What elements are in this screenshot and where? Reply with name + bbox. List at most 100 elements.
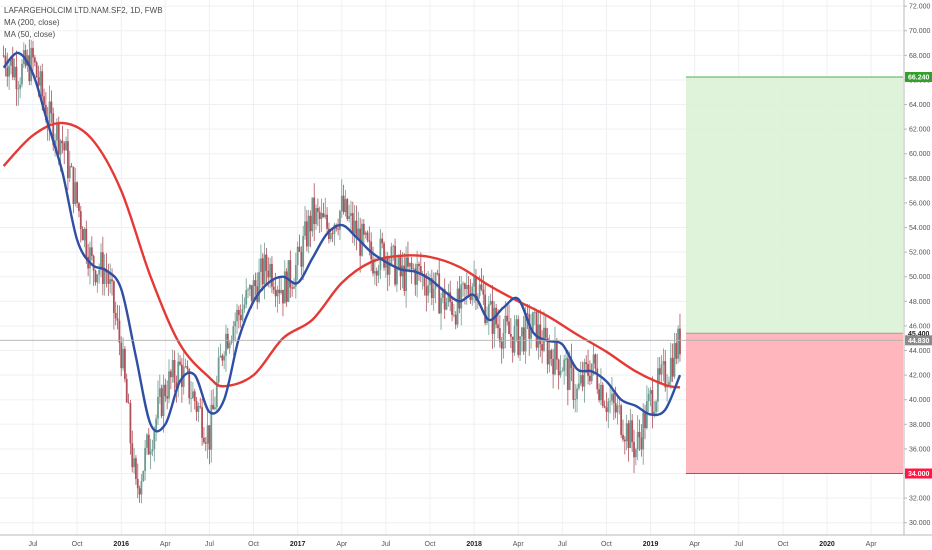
candle-body xyxy=(612,393,615,404)
candle-body xyxy=(539,324,542,345)
candle-body xyxy=(375,271,378,276)
candle-body xyxy=(491,301,494,334)
candle-body xyxy=(89,247,91,269)
candle-body xyxy=(223,355,226,361)
candle-body xyxy=(320,213,323,219)
x-tick-label: Jul xyxy=(29,541,38,548)
candle-body xyxy=(679,328,681,355)
candle-body xyxy=(489,301,492,305)
candle-body xyxy=(280,290,283,294)
candle-body xyxy=(296,246,299,265)
candle-body xyxy=(6,67,9,77)
candle-body xyxy=(443,288,446,310)
candle-body xyxy=(232,326,235,342)
candle-body xyxy=(451,301,453,315)
candle-body xyxy=(583,362,586,387)
candle-body xyxy=(524,313,527,352)
x-tick-label: Jul xyxy=(558,541,567,548)
candle-body xyxy=(677,328,680,359)
candle-body xyxy=(201,407,203,438)
price-tag-bg xyxy=(905,328,932,339)
candle-body xyxy=(116,318,119,321)
candle-body xyxy=(180,364,183,387)
candle-body xyxy=(340,195,343,211)
legend-ma200: MA (200, close) xyxy=(4,18,60,27)
candle-body xyxy=(348,215,351,219)
candle-body xyxy=(282,290,284,304)
candle-body xyxy=(195,401,198,412)
candle-body xyxy=(408,262,411,267)
candle-body xyxy=(326,214,328,229)
candle-body xyxy=(381,238,384,244)
candle-body xyxy=(285,271,288,302)
candle-body xyxy=(98,269,101,275)
candle-body xyxy=(252,280,255,301)
candle-body xyxy=(502,332,505,349)
candle-body xyxy=(164,384,167,397)
candle-body xyxy=(203,437,205,443)
candle-body xyxy=(254,280,257,287)
x-tick-label: 2016 xyxy=(113,541,129,548)
candle-body xyxy=(318,211,321,219)
candle-body xyxy=(596,368,599,390)
candle-body xyxy=(658,368,661,375)
candle-body xyxy=(265,254,268,271)
candle-body xyxy=(568,359,571,390)
candle-body xyxy=(243,304,246,310)
candle-body xyxy=(647,393,650,402)
candle-body xyxy=(530,330,532,339)
candle-body xyxy=(561,370,564,372)
price-axis[interactable]: 72.00070.00068.00066.00064.00062.00060.0… xyxy=(903,0,932,535)
candle-body xyxy=(41,71,44,97)
candle-body xyxy=(353,220,356,234)
candle-body xyxy=(478,284,481,296)
x-tick-label: Jul xyxy=(381,541,390,548)
candle-body xyxy=(234,321,237,327)
candle-body xyxy=(671,357,674,377)
candle-body xyxy=(600,384,602,401)
candle-body xyxy=(153,430,156,449)
y-tick-label: 56.000 xyxy=(909,200,931,207)
candle-body xyxy=(410,262,413,269)
candle-body xyxy=(386,256,389,275)
candle-body xyxy=(546,337,549,365)
candle-body xyxy=(239,315,242,321)
candle-body xyxy=(473,276,476,287)
candle-body xyxy=(372,259,374,274)
y-tick-label: 48.000 xyxy=(909,299,931,306)
time-axis[interactable]: Jul Oct 2016 Apr Jul Oct 2017 Apr Jul Oct 2018 Apr J… xyxy=(0,534,932,548)
x-tick-label: 2019 xyxy=(643,541,659,548)
candle-body xyxy=(576,388,578,400)
candle-body xyxy=(373,271,376,274)
candle-body xyxy=(497,324,499,329)
candle-body xyxy=(322,213,325,218)
candle-body xyxy=(35,62,38,78)
candle-body xyxy=(532,312,534,331)
candle-body xyxy=(230,341,233,344)
candle-body xyxy=(544,327,547,338)
candle-body xyxy=(329,233,332,240)
candle-body xyxy=(131,443,134,468)
candle-body xyxy=(484,294,487,323)
candle-body xyxy=(274,289,277,297)
candle-body xyxy=(8,65,11,77)
y-tick-label: 72.000 xyxy=(909,4,931,11)
candle-body xyxy=(471,286,474,301)
candle-body xyxy=(383,243,385,268)
candle-body xyxy=(146,434,148,448)
price-tag-bg xyxy=(905,71,932,82)
candle-body xyxy=(541,344,544,351)
candle-body xyxy=(566,358,569,390)
price-tag-bg xyxy=(905,335,932,346)
candle-body xyxy=(228,343,231,349)
candle-body xyxy=(403,265,406,292)
candle-body xyxy=(634,449,637,458)
candle-body xyxy=(311,197,314,232)
candle-body xyxy=(136,478,139,489)
candle-body xyxy=(57,122,60,155)
candle-body xyxy=(215,382,218,408)
candle-body xyxy=(261,258,264,285)
candle-body xyxy=(304,221,306,236)
candle-body xyxy=(155,418,158,431)
